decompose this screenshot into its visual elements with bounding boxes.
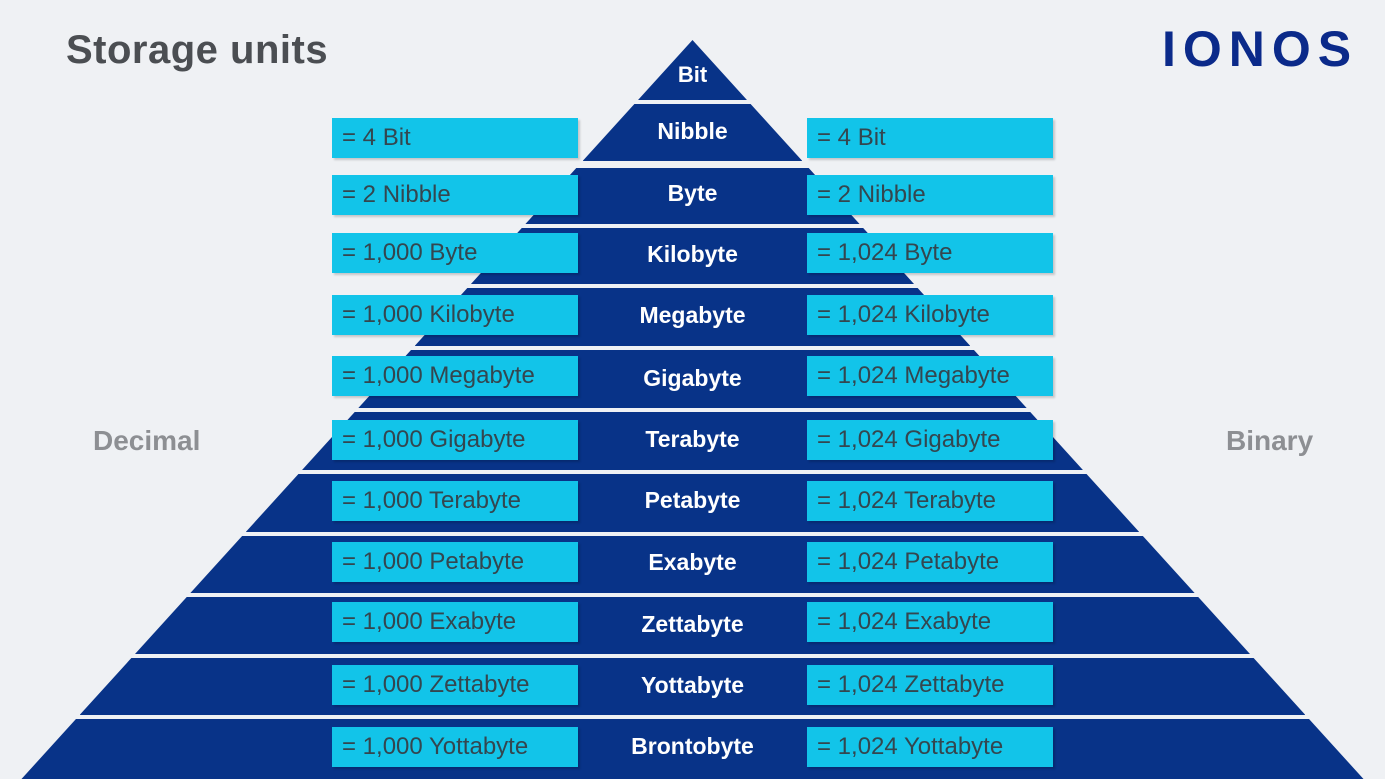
decimal-value-box: = 1,000 Zettabyte [332,665,578,705]
binary-value-box: = 1,024 Petabyte [807,542,1053,582]
decimal-value-box: = 1,000 Yottabyte [332,727,578,767]
binary-value-box: = 1,024 Terabyte [807,481,1053,521]
binary-label: Binary [1226,425,1314,456]
binary-value-box: = 1,024 Yottabyte [807,727,1053,767]
pyramid-tier-yottabyte [79,658,1306,715]
decimal-value-box: = 1,000 Terabyte [332,481,578,521]
unit-label: Terabyte [645,426,740,452]
unit-label: Gigabyte [643,365,742,391]
page-title: Storage units [66,28,329,72]
unit-label: Megabyte [639,302,746,328]
binary-value-box: = 1,024 Gigabyte [807,420,1053,460]
unit-label: Brontobyte [631,733,754,759]
decimal-value-box: = 1,000 Exabyte [332,602,578,642]
brand-logo: IONOS [1162,21,1359,77]
decimal-value-box: = 1,000 Kilobyte [332,295,578,335]
decimal-label: Decimal [93,425,201,456]
decimal-value-box: = 2 Nibble [332,175,578,215]
unit-label: Petabyte [644,487,741,513]
unit-label: Bit [677,62,708,87]
binary-value-box: = 1,024 Exabyte [807,602,1053,642]
unit-label: Byte [667,180,718,206]
decimal-value-box: = 1,000 Megabyte [332,356,578,396]
binary-value-box: = 1,024 Megabyte [807,356,1053,396]
binary-value-box: = 4 Bit [807,118,1053,158]
unit-label: Zettabyte [641,611,744,637]
pyramid-tier-brontobyte [21,719,1364,779]
decimal-value-box: = 1,000 Byte [332,233,578,273]
pyramid-tier-byte [525,168,860,224]
decimal-value-box: = 4 Bit [332,118,578,158]
unit-label: Nibble [657,118,728,144]
pyramid-tier-zettabyte [134,597,1250,654]
binary-value-box: = 1,024 Kilobyte [807,295,1053,335]
decimal-value-box: = 1,000 Petabyte [332,542,578,582]
unit-label: Kilobyte [647,241,738,267]
decimal-value-box: = 1,000 Gigabyte [332,420,578,460]
unit-label: Yottabyte [640,672,745,698]
binary-value-box: = 1,024 Zettabyte [807,665,1053,705]
binary-value-box: = 2 Nibble [807,175,1053,215]
unit-label: Exabyte [648,549,737,575]
binary-value-box: = 1,024 Byte [807,233,1053,273]
